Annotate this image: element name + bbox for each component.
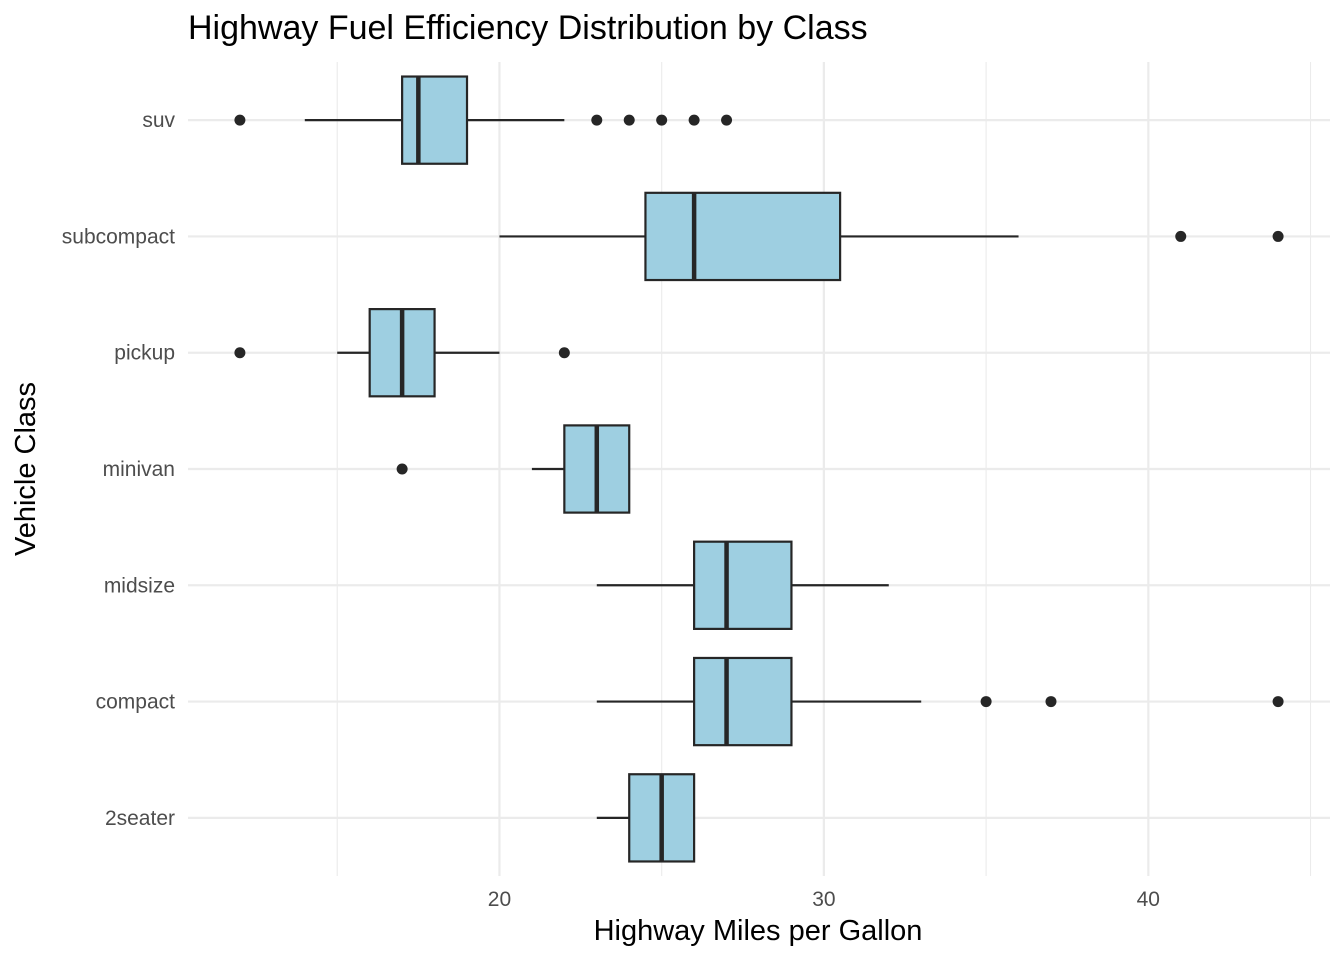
- box-subcompact: [499, 191, 1284, 282]
- chart-title: Highway Fuel Efficiency Distribution by …: [188, 9, 868, 47]
- outlier-point: [591, 114, 603, 126]
- iqr-box: [401, 75, 469, 165]
- outlier-point: [1272, 230, 1284, 242]
- box-series: [234, 75, 1284, 863]
- box-compact: [596, 656, 1284, 747]
- y-tick-label: midsize: [104, 574, 175, 597]
- outlier-point: [1045, 696, 1057, 708]
- box-pickup: [234, 308, 570, 398]
- y-axis-title: Vehicle Class: [10, 382, 42, 556]
- outlier-point: [623, 114, 635, 126]
- box-midsize: [596, 540, 889, 630]
- y-tick-labels: suv subcompact pickup minivan midsize compact…: [62, 109, 176, 830]
- outlier-point: [1175, 230, 1187, 242]
- outlier-point: [234, 114, 246, 126]
- iqr-box: [693, 656, 793, 747]
- iqr-box: [693, 540, 793, 630]
- x-tick-label: 20: [488, 888, 511, 911]
- outlier-point: [721, 114, 733, 126]
- outlier-point: [558, 347, 570, 359]
- x-tick-label: 40: [1137, 888, 1160, 911]
- outlier-point: [980, 696, 992, 708]
- outlier-point: [656, 114, 668, 126]
- box-minivan: [396, 424, 631, 514]
- y-tick-label: 2seater: [105, 807, 175, 830]
- box-suv: [234, 75, 733, 165]
- y-tick-label: compact: [96, 691, 176, 714]
- box-2seater: [596, 773, 696, 863]
- y-tick-label: subcompact: [62, 225, 175, 248]
- y-tick-label: suv: [142, 109, 175, 132]
- y-tick-label: minivan: [103, 458, 175, 481]
- outlier-point: [1272, 696, 1284, 708]
- outlier-point: [688, 114, 700, 126]
- x-axis-title: Highway Miles per Gallon: [594, 915, 923, 947]
- iqr-box: [644, 191, 842, 282]
- y-tick-label: pickup: [114, 342, 175, 365]
- grid-lines: [188, 62, 1330, 876]
- x-tick-labels: 20 30 40: [488, 888, 1160, 911]
- outlier-point: [396, 463, 408, 475]
- outlier-point: [234, 347, 246, 359]
- x-tick-label: 30: [812, 888, 835, 911]
